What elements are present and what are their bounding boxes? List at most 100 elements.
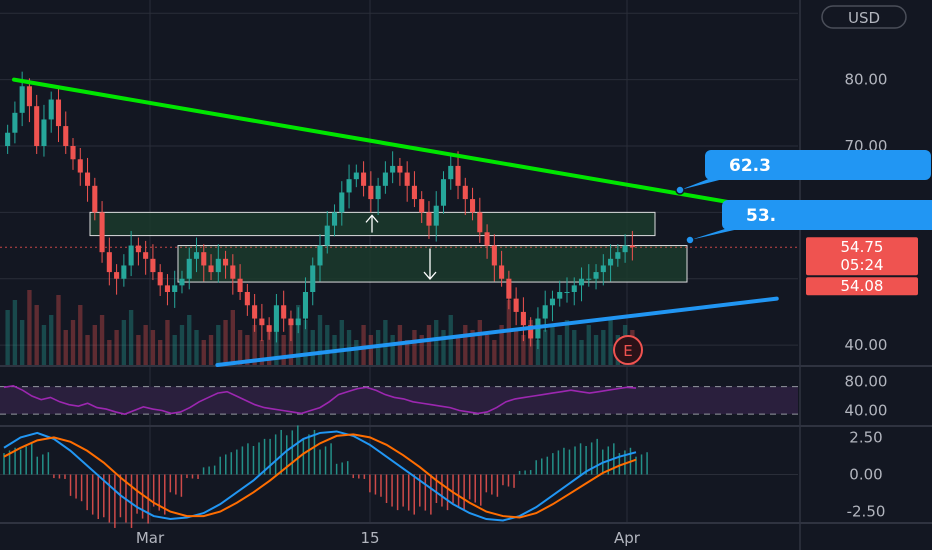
volume-bar [194,330,199,365]
candle-body [542,305,548,319]
volume-bar [158,340,163,365]
candle-body [593,272,599,279]
volume-bar [216,325,221,365]
price-tick: 40.00 [845,336,888,354]
candle-body [361,172,367,186]
callout-box-1 [722,200,932,230]
prev-close-label: 54.08 [841,277,884,295]
candle-body [375,185,381,200]
volume-bar [245,335,250,365]
candle-body [404,172,410,186]
volume-bar [535,340,541,365]
candle-body [34,106,40,146]
earnings-badge[interactable]: E [613,335,643,365]
candle-body [92,185,98,213]
volume-bar [426,325,432,365]
candle-body [244,292,250,306]
currency-label: USD [848,9,880,27]
volume-bar [121,320,127,365]
candle-body [70,146,76,160]
rsi-band-fill [0,386,798,415]
candle-body [150,258,156,273]
price-tick: 80.00 [845,71,888,89]
arrow-head-down [423,271,437,281]
candle-body [455,165,461,186]
candle-body [564,292,570,293]
candlesticks [5,71,635,350]
callout-anchor-1 [685,235,695,245]
candle-body [586,278,592,280]
volume-bar [470,330,475,365]
last-price-label: 54.75 [841,238,884,256]
candle-body [491,245,497,266]
volume-bar [586,325,591,365]
candle-body [549,298,556,306]
earnings-badge-label: E [623,342,632,360]
candle-body [252,305,258,319]
volume-bar [579,340,584,365]
volume-bar [143,325,148,365]
candle-body [106,252,112,273]
arrow-head-up [365,214,379,223]
volume-bar [63,330,68,365]
volume-bar [404,340,410,365]
candle-body [259,318,265,326]
volume-bar [201,340,206,365]
currency-badge[interactable]: USD [821,5,907,29]
price-zones [0,211,800,283]
macd-line [3,430,637,522]
volume-bar [572,330,577,365]
candle-body [477,212,483,233]
callouts[interactable]: 62.3 53. [675,150,932,245]
volume-bar [434,320,439,365]
candle-body [462,185,468,200]
rsi-pane [0,385,798,415]
trendlines[interactable] [12,77,779,367]
candle-body [382,172,388,186]
candle-body [5,132,11,146]
candle-body [215,258,221,273]
volume-bar [27,290,32,365]
volume-bar [136,335,141,365]
candle-body [164,285,170,292]
candle-body [346,179,352,193]
candle-body [310,265,316,292]
volume-bar [354,340,359,365]
macd-tick: -2.50 [847,503,886,521]
volume-bar [463,325,468,365]
volume-bar [70,320,76,365]
volume-bar [317,315,323,365]
volume-bar [179,325,185,365]
candle-body [317,245,323,266]
volume-bar [448,315,453,365]
volume-bar [303,320,308,365]
candle-body [528,325,534,339]
volume-bar [34,305,39,365]
candle-body [281,305,287,319]
candle-body [615,252,621,259]
volume-bar [368,335,374,365]
x-tick-mar: Mar [136,529,165,547]
volume-bar [593,335,599,365]
volume-bar [78,305,83,365]
candle-body [273,305,279,332]
candle-body [143,252,149,259]
countdown-label: 05:24 [840,256,883,274]
volume-bar [296,305,301,365]
candle-body [114,272,120,279]
candle-body [295,318,301,326]
rsi-tick: 40.00 [845,402,888,420]
candle-body [608,258,614,266]
candle-body [48,99,54,120]
volume-bar [339,320,344,365]
volume-bar [564,320,570,365]
signal-line [3,433,637,519]
volume-bar [19,320,25,365]
candle-body [55,99,62,127]
volume-bar [49,315,54,365]
candle-body [19,86,25,113]
volume-bar [361,325,366,365]
candle-body [288,318,294,326]
